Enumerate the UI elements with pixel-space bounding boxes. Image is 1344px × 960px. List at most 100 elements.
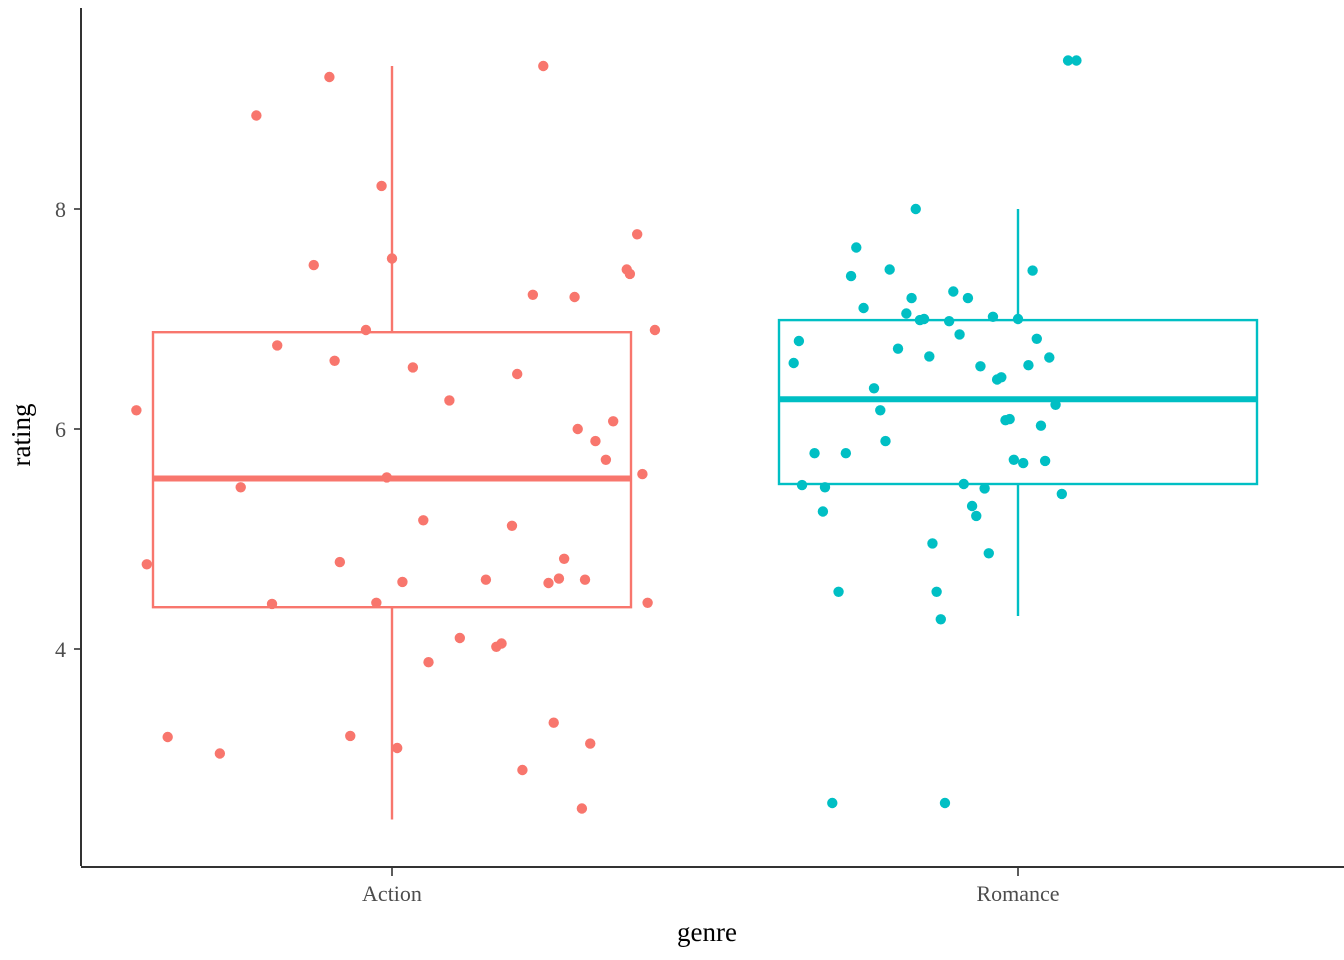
data-point: [585, 738, 596, 749]
data-point: [1027, 265, 1038, 276]
data-point: [979, 483, 990, 494]
data-point: [983, 548, 994, 559]
data-point: [954, 329, 965, 340]
data-point: [558, 553, 570, 564]
data-point: [858, 302, 869, 314]
data-point: [1056, 488, 1068, 500]
data-point: [833, 586, 844, 597]
data-point: [927, 538, 938, 549]
data-point: [543, 577, 554, 589]
data-point: [793, 335, 805, 347]
data-point: [1050, 399, 1061, 410]
data-point: [392, 742, 403, 754]
data-point: [444, 395, 455, 406]
box-iqr: [151, 331, 633, 609]
data-point: [590, 435, 601, 447]
data-point: [600, 454, 612, 465]
data-point: [958, 478, 969, 490]
data-point: [624, 268, 636, 280]
y-tick-label: 8: [55, 197, 66, 222]
data-point: [642, 597, 653, 608]
data-point: [235, 482, 246, 493]
data-point: [948, 286, 959, 297]
data-point: [407, 362, 419, 373]
x-axis-ticks: Action Romance: [362, 867, 1060, 906]
boxplot-romance: [777, 209, 1259, 616]
data-point: [1008, 454, 1020, 465]
data-point: [131, 405, 142, 416]
data-point: [817, 506, 829, 517]
data-point: [266, 598, 278, 610]
data-point: [371, 597, 382, 608]
data-point: [966, 500, 978, 512]
data-point: [576, 803, 588, 814]
data-point: [1023, 360, 1034, 371]
data-point: [553, 573, 565, 584]
data-point: [840, 448, 852, 459]
data-point: [868, 383, 880, 394]
data-point: [272, 340, 283, 351]
data-point: [251, 110, 262, 121]
data-point: [506, 520, 518, 531]
y-axis-title: rating: [6, 404, 36, 467]
y-tick-label: 6: [55, 417, 66, 442]
data-point: [345, 730, 356, 742]
data-point: [637, 468, 648, 480]
data-point: [931, 586, 942, 597]
data-point: [454, 632, 466, 644]
data-point: [649, 324, 661, 336]
data-point: [527, 289, 539, 300]
data-point: [1035, 420, 1047, 431]
data-point: [162, 731, 173, 743]
data-point: [987, 311, 999, 322]
data-point: [496, 638, 507, 649]
data-point: [962, 292, 974, 304]
data-point: [996, 372, 1007, 383]
data-point: [1012, 313, 1024, 325]
data-point: [1071, 55, 1082, 66]
jitter-points-layer: [131, 55, 1082, 814]
x-tick-label: Action: [362, 881, 422, 906]
data-point: [329, 355, 340, 366]
data-point: [423, 657, 434, 668]
points-romance: [788, 55, 1082, 809]
data-point: [845, 270, 857, 282]
data-point: [572, 423, 583, 435]
x-tick-label: Romance: [976, 881, 1059, 906]
data-point: [1044, 352, 1055, 363]
data-point: [512, 368, 523, 380]
data-point: [1039, 455, 1051, 467]
data-point: [827, 797, 838, 809]
data-point: [892, 343, 904, 354]
x-axis-title: genre: [677, 917, 737, 947]
y-axis-ticks: 4 6 8: [55, 197, 81, 662]
data-point: [1004, 413, 1015, 425]
data-point: [975, 361, 986, 372]
data-point: [943, 316, 955, 327]
boxplot-layer: [151, 66, 1259, 820]
y-tick-label: 4: [55, 637, 66, 662]
data-point: [939, 797, 951, 809]
data-point: [796, 479, 808, 491]
data-point: [480, 574, 492, 585]
data-point: [1031, 333, 1042, 344]
data-point: [910, 203, 921, 215]
data-point: [1062, 55, 1074, 66]
data-point: [324, 71, 335, 83]
boxplot-action: [151, 66, 633, 820]
data-point: [569, 291, 580, 303]
data-point: [875, 405, 886, 416]
data-point: [381, 472, 392, 483]
data-point: [360, 324, 372, 336]
data-point: [214, 748, 226, 759]
data-point: [809, 448, 820, 459]
data-point: [935, 614, 946, 625]
data-point: [918, 313, 930, 325]
data-point: [376, 180, 387, 192]
data-point: [884, 264, 895, 275]
data-point: [631, 229, 643, 240]
data-point: [548, 717, 559, 728]
data-point: [819, 482, 831, 493]
